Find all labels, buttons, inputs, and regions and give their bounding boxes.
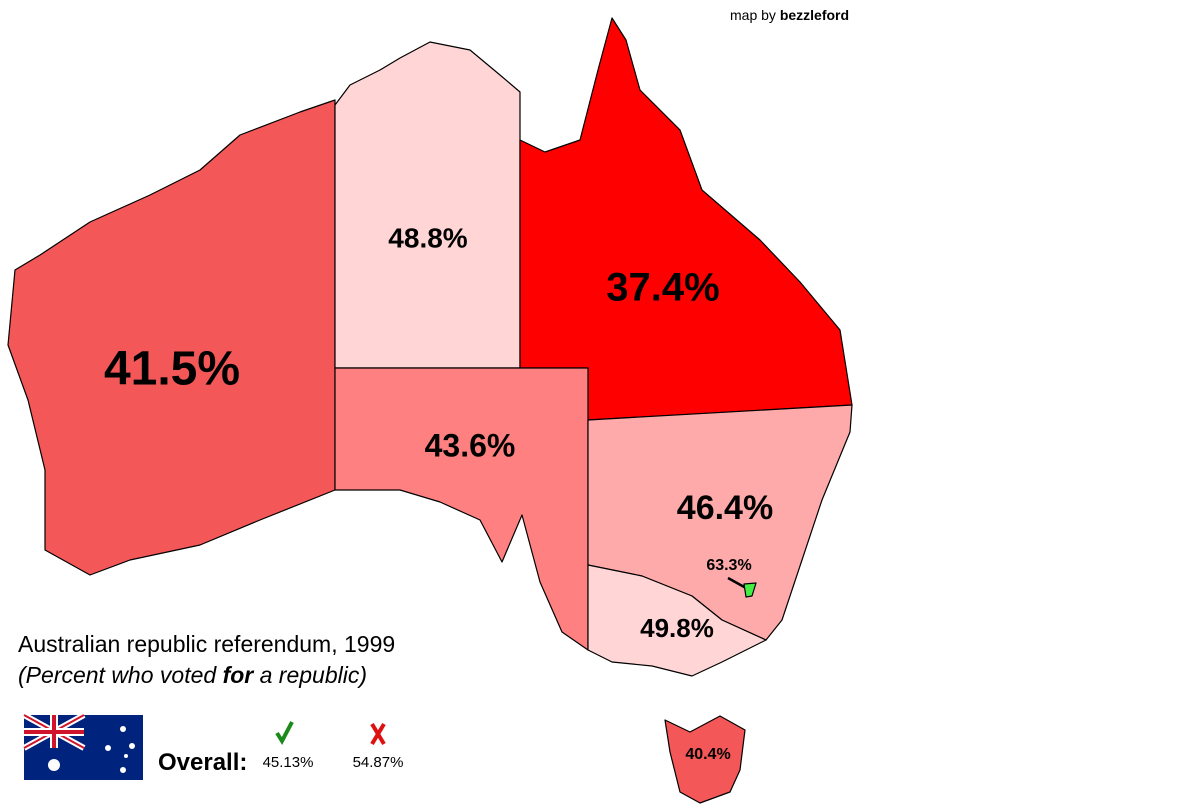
northern-territory	[334, 41, 521, 369]
western-australia	[7, 99, 336, 576]
subtitle-part: a republic)	[253, 662, 367, 688]
region-label: 49.8%	[640, 613, 714, 643]
region-label: 37.4%	[606, 266, 719, 310]
region-label: 40.4%	[685, 746, 730, 763]
credit: map by bezzleford	[730, 7, 849, 23]
tasmania	[664, 715, 746, 804]
title: Australian republic referendum, 1999	[18, 631, 395, 657]
subtitle-emphasis: for	[223, 662, 255, 688]
region-label: 41.5%	[104, 343, 240, 396]
flag	[22, 712, 143, 780]
region-label: 48.8%	[388, 222, 467, 253]
queensland	[519, 17, 853, 421]
check-icon	[275, 721, 294, 746]
south-australia	[334, 367, 589, 651]
overall-label: Overall:	[158, 749, 247, 776]
subtitle: (Percent who voted for a republic)	[18, 662, 367, 688]
region-label: 43.6%	[425, 427, 516, 463]
credit-prefix: map by	[730, 7, 780, 23]
overall-yes: 45.13%	[263, 754, 314, 771]
subtitle-part: (Percent who voted	[18, 662, 223, 688]
overall-no: 54.87%	[353, 754, 404, 771]
region-label: 46.4%	[677, 489, 773, 527]
credit-author: bezzleford	[780, 7, 849, 23]
act	[743, 582, 757, 598]
victoria	[587, 564, 767, 677]
cross-icon	[370, 722, 386, 746]
act-pointer	[727, 576, 747, 590]
region-label: 63.3%	[706, 557, 751, 574]
